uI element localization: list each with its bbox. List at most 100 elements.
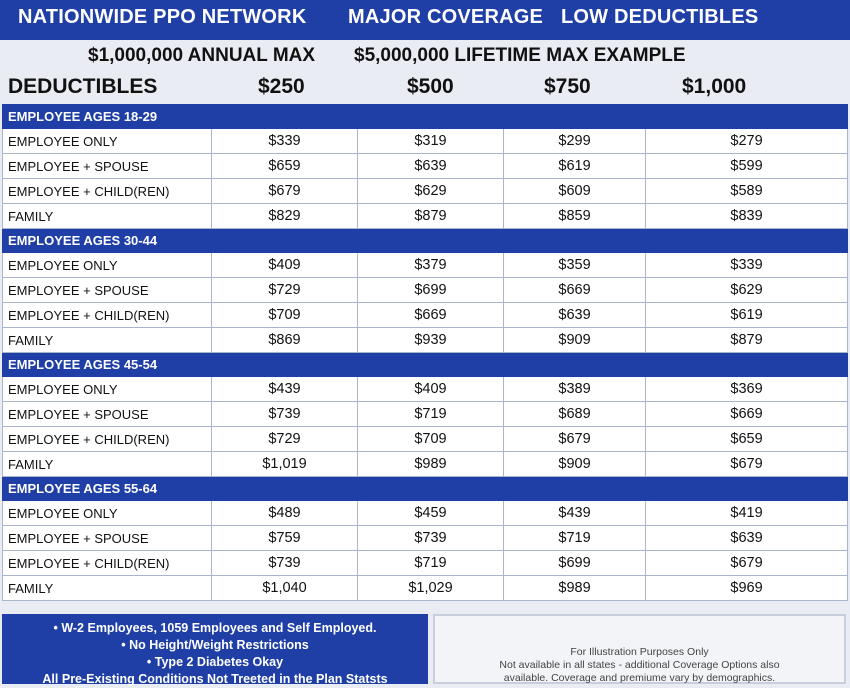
coverage-tier-label: EMPLOYEE + CHILD(REN) bbox=[2, 178, 212, 204]
age-group-header: EMPLOYEE AGES 45-54 bbox=[1, 352, 849, 377]
age-group-title: EMPLOYEE AGES 30-44 bbox=[1, 228, 647, 253]
table-row: EMPLOYEE ONLY $339 $319 $299 $279 bbox=[2, 128, 849, 154]
age-group-title: EMPLOYEE AGES 45-54 bbox=[1, 352, 647, 377]
premium-cell: $729 bbox=[211, 277, 358, 303]
premium-cell: $619 bbox=[645, 302, 849, 328]
premium-cell: $409 bbox=[357, 376, 504, 402]
premium-cell: $699 bbox=[502, 550, 647, 576]
premium-cell: $1,029 bbox=[357, 575, 504, 601]
table-row: EMPLOYEE ONLY $409 $379 $359 $339 bbox=[2, 252, 849, 278]
disclaimer-line: available. Coverage and premiume vary by… bbox=[503, 672, 776, 684]
premium-cell: $639 bbox=[502, 302, 647, 328]
disclaimer-line: For Illustration Purposes Only bbox=[570, 646, 709, 658]
top-banner: NATIONWIDE PPO NETWORK MAJOR COVERAGE LO… bbox=[0, 0, 850, 40]
premium-cell: $439 bbox=[502, 500, 647, 526]
premium-cell: $669 bbox=[645, 401, 849, 427]
coverage-tier-label: EMPLOYEE ONLY bbox=[2, 376, 212, 402]
coverage-tier-label: EMPLOYEE + CHILD(REN) bbox=[2, 302, 212, 328]
premium-cell: $339 bbox=[645, 252, 849, 278]
premium-cell: $759 bbox=[211, 525, 358, 551]
eligibility-note: All Pre-Existing Conditions Not Treeted … bbox=[42, 672, 388, 686]
premium-cell: $629 bbox=[357, 178, 504, 204]
table-row: EMPLOYEE + CHILD(REN) $679 $629 $609 $589 bbox=[2, 178, 849, 204]
disclaimer-line: Not available in all states - additional… bbox=[499, 659, 780, 671]
eligibility-note: • W-2 Employees, 1059 Employees and Self… bbox=[53, 621, 377, 635]
eligibility-note: • Type 2 Diabetes Okay bbox=[146, 655, 284, 669]
coverage-tier-label: FAMILY bbox=[2, 327, 212, 353]
premium-cell: $859 bbox=[502, 203, 647, 229]
premium-cell: $879 bbox=[645, 327, 849, 353]
premium-cell: $489 bbox=[211, 500, 358, 526]
age-group-title: EMPLOYEE AGES 18-29 bbox=[1, 104, 647, 129]
age-group-header-cell bbox=[645, 228, 849, 253]
premium-cell: $739 bbox=[211, 550, 358, 576]
banner-title-coverage: MAJOR COVERAGE bbox=[348, 6, 544, 28]
premium-cell: $389 bbox=[502, 376, 647, 402]
premium-cell: $679 bbox=[645, 451, 849, 477]
disclaimer-box: For Illustration Purposes Only Not avail… bbox=[433, 614, 846, 684]
deductibles-label: DEDUCTIBLES bbox=[8, 75, 158, 98]
premium-cell: $839 bbox=[645, 203, 849, 229]
eligibility-notes-box: • W-2 Employees, 1059 Employees and Self… bbox=[2, 614, 428, 686]
lifetime-max-text: $5,000,000 LIFETIME MAX EXAMPLE bbox=[354, 45, 686, 66]
age-group-title: EMPLOYEE AGES 55-64 bbox=[1, 476, 647, 501]
premium-cell: $709 bbox=[211, 302, 358, 328]
premium-cell: $679 bbox=[211, 178, 358, 204]
premium-cell: $439 bbox=[211, 376, 358, 402]
premium-cell: $1,040 bbox=[211, 575, 358, 601]
deductibles-header-row: DEDUCTIBLES $250 $500 $750 $1,000 bbox=[0, 73, 850, 103]
coverage-tier-label: EMPLOYEE + CHILD(REN) bbox=[2, 426, 212, 452]
age-group-header-cell bbox=[645, 104, 849, 129]
premium-cell: $369 bbox=[645, 376, 849, 402]
banner-title-network: NATIONWIDE PPO NETWORK bbox=[18, 6, 307, 28]
premium-cell: $379 bbox=[357, 252, 504, 278]
coverage-tier-label: EMPLOYEE ONLY bbox=[2, 500, 212, 526]
premium-cell: $659 bbox=[211, 153, 358, 179]
table-row: FAMILY $1,019 $989 $909 $679 bbox=[2, 451, 849, 477]
premium-cell: $639 bbox=[357, 153, 504, 179]
coverage-tier-label: EMPLOYEE + CHILD(REN) bbox=[2, 550, 212, 576]
premium-cell: $679 bbox=[502, 426, 647, 452]
premium-cell: $939 bbox=[357, 327, 504, 353]
table-row: FAMILY $829 $879 $859 $839 bbox=[2, 203, 849, 229]
premium-cell: $909 bbox=[502, 451, 647, 477]
age-group-header: EMPLOYEE AGES 30-44 bbox=[1, 228, 849, 253]
coverage-tier-label: EMPLOYEE + SPOUSE bbox=[2, 277, 212, 303]
premium-table: EMPLOYEE AGES 18-29 EMPLOYEE ONLY $339 $319… bbox=[1, 104, 849, 601]
premium-cell: $1,019 bbox=[211, 451, 358, 477]
age-group-header: EMPLOYEE AGES 55-64 bbox=[1, 476, 849, 501]
premium-cell: $909 bbox=[502, 327, 647, 353]
premium-cell: $459 bbox=[357, 500, 504, 526]
premium-cell: $719 bbox=[357, 550, 504, 576]
premium-cell: $669 bbox=[357, 302, 504, 328]
table-row: EMPLOYEE + CHILD(REN) $739 $719 $699 $679 bbox=[2, 550, 849, 576]
premium-cell: $599 bbox=[645, 153, 849, 179]
coverage-tier-label: FAMILY bbox=[2, 451, 212, 477]
eligibility-note: • No Height/Weight Restrictions bbox=[121, 638, 309, 652]
premium-cell: $869 bbox=[211, 327, 358, 353]
table-row: FAMILY $1,040 $1,029 $989 $969 bbox=[2, 575, 849, 601]
age-group-header-cell bbox=[645, 476, 849, 501]
coverage-tier-label: EMPLOYEE + SPOUSE bbox=[2, 525, 212, 551]
premium-cell: $699 bbox=[357, 277, 504, 303]
premium-cell: $659 bbox=[645, 426, 849, 452]
premium-cell: $419 bbox=[645, 500, 849, 526]
premium-cell: $679 bbox=[645, 550, 849, 576]
table-row: EMPLOYEE + SPOUSE $759 $739 $719 $639 bbox=[2, 525, 849, 551]
coverage-tier-label: FAMILY bbox=[2, 203, 212, 229]
table-row: EMPLOYEE + CHILD(REN) $709 $669 $639 $619 bbox=[2, 302, 849, 328]
age-group-header: EMPLOYEE AGES 18-29 bbox=[1, 104, 849, 129]
annual-max-text: $1,000,000 ANNUAL MAX bbox=[88, 45, 316, 66]
table-row: FAMILY $869 $939 $909 $879 bbox=[2, 327, 849, 353]
coverage-tier-label: EMPLOYEE ONLY bbox=[2, 128, 212, 154]
coverage-tier-label: FAMILY bbox=[2, 575, 212, 601]
premium-cell: $829 bbox=[211, 203, 358, 229]
premium-cell: $719 bbox=[502, 525, 647, 551]
premium-cell: $589 bbox=[645, 178, 849, 204]
premium-cell: $279 bbox=[645, 128, 849, 154]
premium-cell: $969 bbox=[645, 575, 849, 601]
table-row: EMPLOYEE ONLY $439 $409 $389 $369 bbox=[2, 376, 849, 402]
premium-cell: $609 bbox=[502, 178, 647, 204]
premium-cell: $989 bbox=[357, 451, 504, 477]
deductible-column-1: $250 bbox=[258, 75, 305, 98]
